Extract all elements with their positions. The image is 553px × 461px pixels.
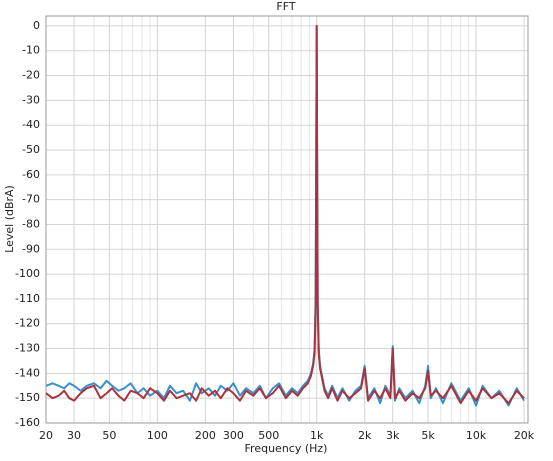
x-tick-label: 5k	[421, 429, 435, 442]
x-tick-label: 20	[39, 429, 53, 442]
y-tick-label: -40	[22, 118, 40, 131]
y-tick-label: -20	[22, 69, 40, 82]
x-tick-label: 500	[258, 429, 279, 442]
y-tick-label: -120	[15, 317, 40, 330]
x-tick-label: 300	[223, 429, 244, 442]
x-tick-label: 200	[195, 429, 216, 442]
y-tick-label: -90	[22, 242, 40, 255]
y-tick-label: -100	[15, 267, 40, 280]
y-tick-label: -150	[15, 391, 40, 404]
y-tick-label: -10	[22, 44, 40, 57]
y-tick-label: -130	[15, 342, 40, 355]
x-tick-label: 100	[147, 429, 168, 442]
y-tick-label: -50	[22, 143, 40, 156]
x-tick-label: 3k	[386, 429, 400, 442]
y-tick-label: 0	[33, 19, 40, 32]
y-tick-label: -140	[15, 366, 40, 379]
plot-frame	[45, 15, 529, 424]
x-axis-label: Frequency (Hz)	[245, 442, 328, 455]
x-tick-label: 2k	[358, 429, 372, 442]
x-tick-label: 30	[67, 429, 81, 442]
x-tick-label: 10k	[466, 429, 487, 442]
x-tick-label: 50	[102, 429, 116, 442]
y-tick-label: -30	[22, 93, 40, 106]
y-tick-label: -70	[22, 193, 40, 206]
y-tick-label: -160	[15, 416, 40, 429]
y-tick-label: -60	[22, 168, 40, 181]
series-line	[45, 24, 525, 405]
x-tick-label: 1k	[310, 429, 324, 442]
x-tick-label: 20k	[514, 429, 535, 442]
y-tick-label: -80	[22, 217, 40, 230]
y-tick-label: -110	[15, 292, 40, 305]
chart-title: FFT	[276, 0, 295, 13]
y-axis-label: Level (dBrA)	[3, 185, 16, 253]
